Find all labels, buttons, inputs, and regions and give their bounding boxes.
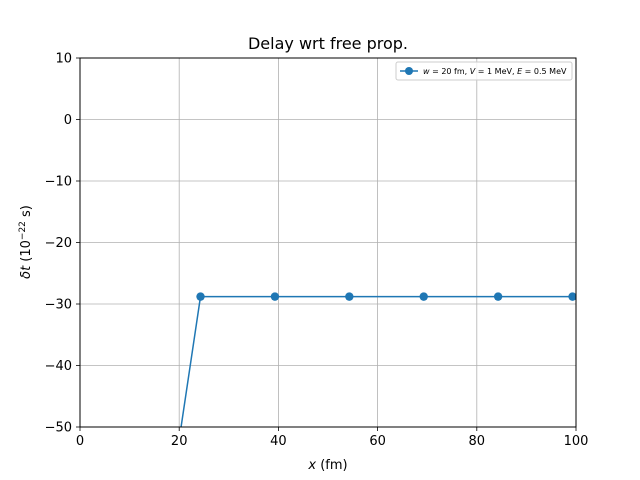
- legend-label: w = 20 fm, V = 1 MeV, E = 0.5 MeV: [423, 67, 567, 76]
- x-tick-label: 0: [76, 434, 84, 449]
- x-tick-label: 80: [469, 434, 486, 449]
- y-tick-label: −40: [45, 359, 72, 374]
- y-tick-label: 0: [64, 113, 72, 128]
- x-tick-label: 40: [270, 434, 287, 449]
- x-axis-title: x (fm): [307, 458, 347, 473]
- x-tick-label: 100: [564, 434, 589, 449]
- legend-v-value: = 1 MeV,: [475, 67, 517, 76]
- data-point-marker: [345, 292, 354, 301]
- data-point-marker: [419, 292, 428, 301]
- series-layer: [180, 292, 576, 427]
- y-tick-label: 10: [55, 52, 72, 67]
- legend-v: V: [470, 67, 476, 76]
- y-axis-exponent: −22: [18, 221, 28, 240]
- x-axis-variable: x: [307, 458, 316, 473]
- x-tick-label: 60: [369, 434, 386, 449]
- y-tick-label: −30: [45, 298, 72, 313]
- y-axis-unit-prefix: (10: [19, 240, 34, 266]
- y-axis-title: δt (10−22 s): [18, 205, 34, 279]
- legend-e-value: = 0.5 MeV: [522, 67, 567, 76]
- grid: [79, 57, 577, 428]
- data-point-marker: [270, 292, 280, 301]
- legend-w-value: = 20 fm,: [430, 67, 470, 76]
- x-tick-label: 20: [171, 434, 188, 449]
- y-tick-label: −20: [45, 236, 72, 251]
- y-axis-unit-suffix: s): [19, 205, 34, 221]
- chart-title: Delay wrt free prop.: [248, 34, 408, 53]
- legend: w = 20 fm, V = 1 MeV, E = 0.5 MeV: [395, 61, 573, 81]
- y-tick-label: −10: [45, 175, 72, 190]
- legend-e: E: [517, 67, 523, 76]
- x-axis-unit: (fm): [316, 458, 348, 473]
- data-point-marker: [196, 292, 205, 301]
- legend-marker-swatch: [405, 67, 413, 75]
- y-tick-label: −50: [45, 421, 72, 436]
- legend-box: [395, 61, 573, 81]
- y-axis-variable: δt: [19, 265, 34, 279]
- data-point-marker: [493, 292, 503, 301]
- data-point-marker: [568, 292, 576, 301]
- legend-w: w: [423, 67, 430, 76]
